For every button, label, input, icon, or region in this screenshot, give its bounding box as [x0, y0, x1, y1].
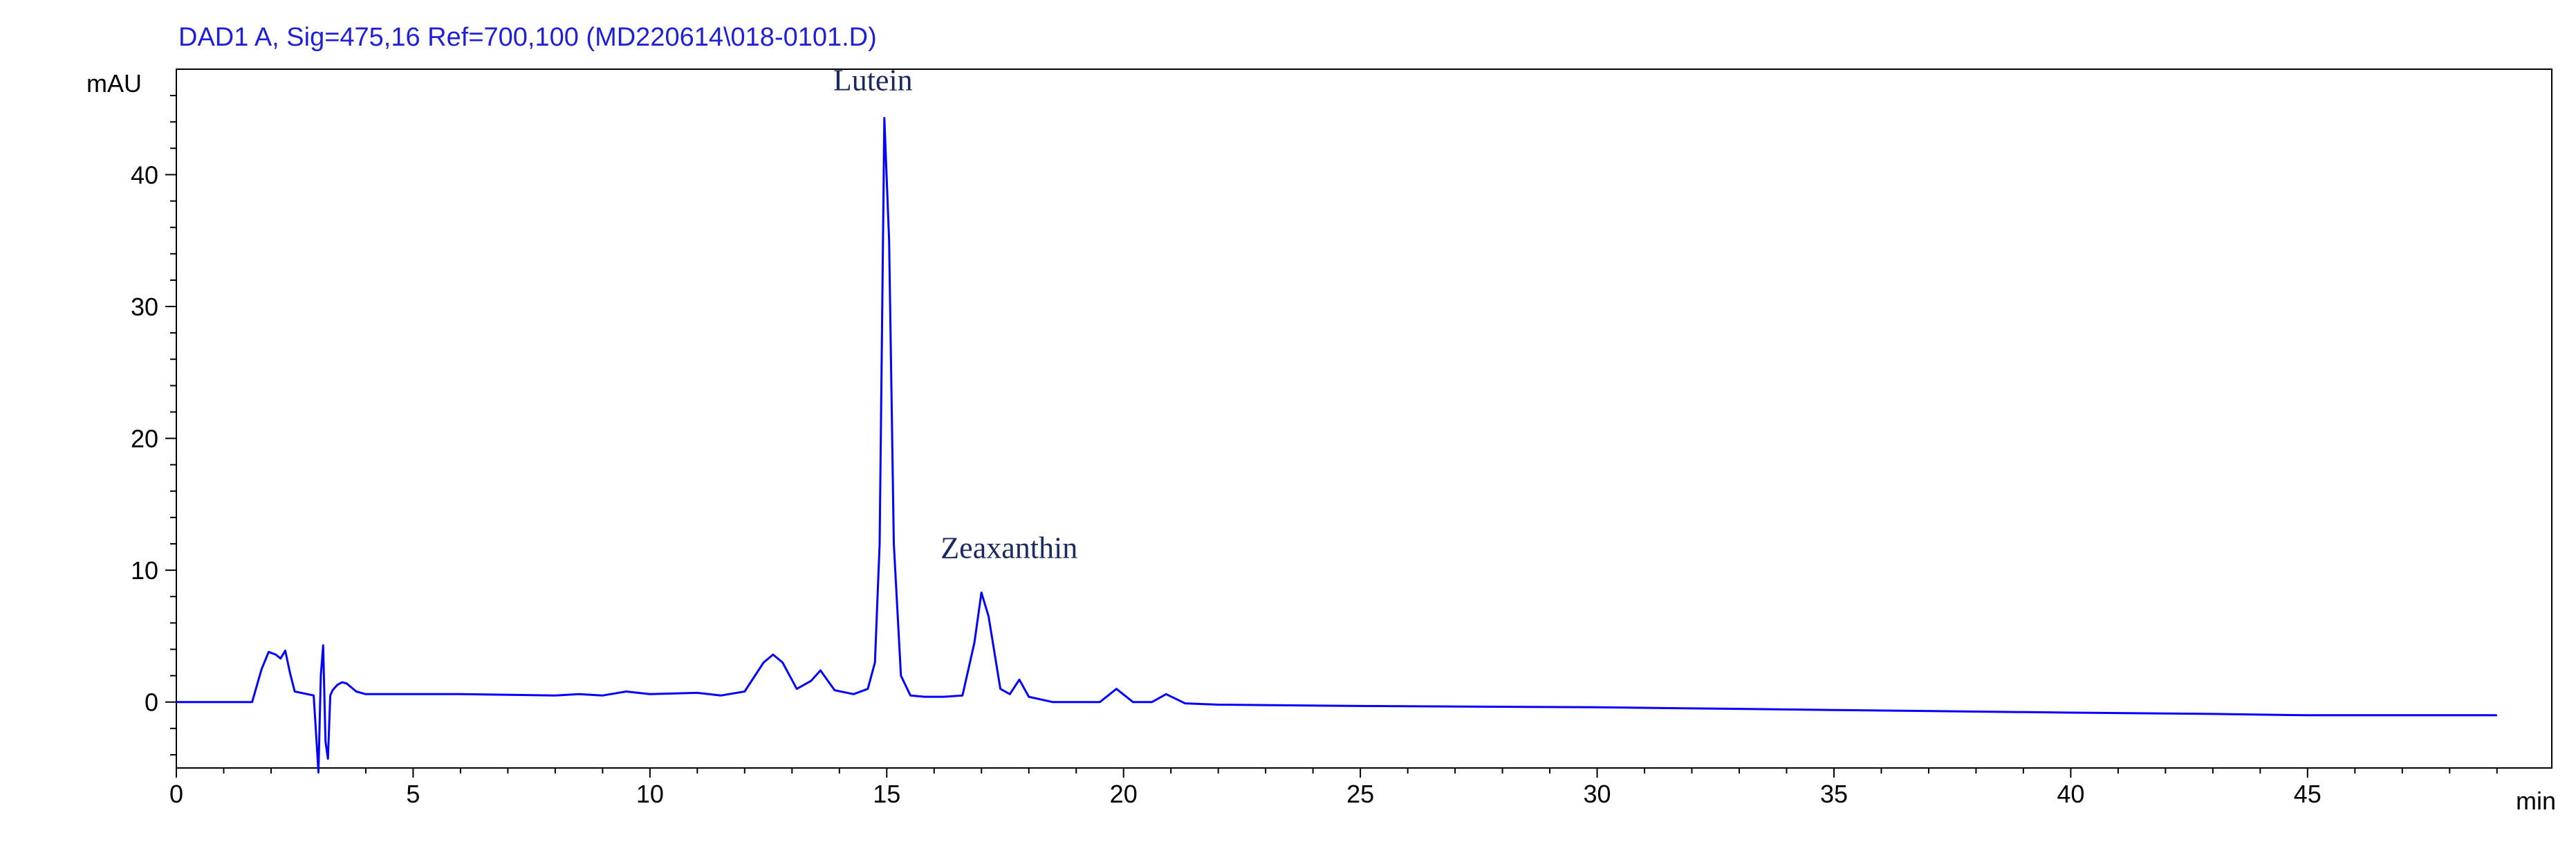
y-tick-label: 30	[131, 293, 158, 321]
x-tick-label: 30	[1584, 780, 1611, 808]
ticks: 0 10 20 30 40 0 5 10 15 20 25 30 35 40 45	[131, 95, 2498, 808]
x-tick-label: 15	[873, 780, 900, 808]
plot-frame	[176, 68, 2552, 769]
signal-title: DAD1 A, Sig=475,16 Ref=700,100 (MD220614…	[178, 23, 877, 52]
y-tick-label: 40	[131, 161, 158, 189]
x-tick-label: 20	[1110, 780, 1138, 808]
x-tick-label: 10	[636, 780, 664, 808]
y-tick-label: 10	[131, 556, 158, 585]
x-tick-label: 35	[1820, 780, 1848, 808]
peak-label: Lutein	[833, 64, 913, 98]
signal-trace	[176, 117, 2497, 774]
x-tick-label: 5	[406, 780, 420, 808]
x-tick-label: 40	[2057, 780, 2084, 808]
x-axis-unit-label: min	[2516, 787, 2556, 815]
x-tick-label: 25	[1346, 780, 1374, 808]
y-axis-unit-label: mAU	[86, 69, 142, 98]
x-tick-label: 45	[2294, 780, 2322, 808]
y-tick-label: 20	[131, 425, 158, 453]
axes	[176, 68, 2552, 769]
y-tick-label: 0	[145, 688, 158, 717]
x-tick-label: 0	[169, 780, 183, 808]
trace	[176, 117, 2497, 774]
peak-annotations: Lutein Zeaxanthin	[833, 64, 1077, 565]
peak-label: Zeaxanthin	[940, 531, 1077, 565]
